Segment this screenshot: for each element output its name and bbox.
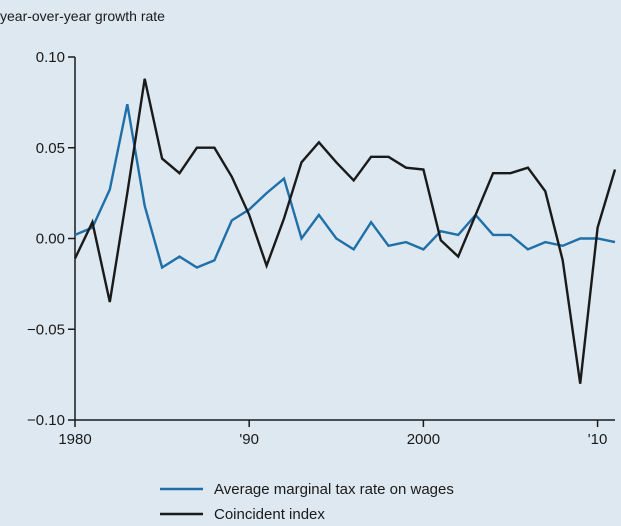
x-tick-label: '10 <box>588 431 608 448</box>
y-axis-label: year-over-year growth rate <box>0 8 165 24</box>
x-tick-label: 1980 <box>58 431 91 448</box>
legend-label-0: Average marginal tax rate on wages <box>214 481 454 498</box>
ticks: 0.10 0.05 0.00 −0.05 −0.10 1980 '90 2000 '10 <box>27 49 607 448</box>
y-tick-label: 0.00 <box>36 231 65 248</box>
y-tick-label: −0.10 <box>27 412 65 429</box>
y-tick-label: −0.05 <box>27 321 65 338</box>
series-line-0 <box>74 103 616 270</box>
x-tick-label: 2000 <box>407 431 440 448</box>
series-lines <box>73 78 617 384</box>
series-line-1 <box>73 78 617 384</box>
legend: Average marginal tax rate on wages Coinci… <box>160 481 454 523</box>
y-tick-label: 0.10 <box>36 49 65 66</box>
axes <box>74 57 615 421</box>
legend-label-1: Coincident index <box>214 506 325 523</box>
y-tick-label: 0.05 <box>36 140 65 157</box>
x-tick-label: '90 <box>239 431 259 448</box>
